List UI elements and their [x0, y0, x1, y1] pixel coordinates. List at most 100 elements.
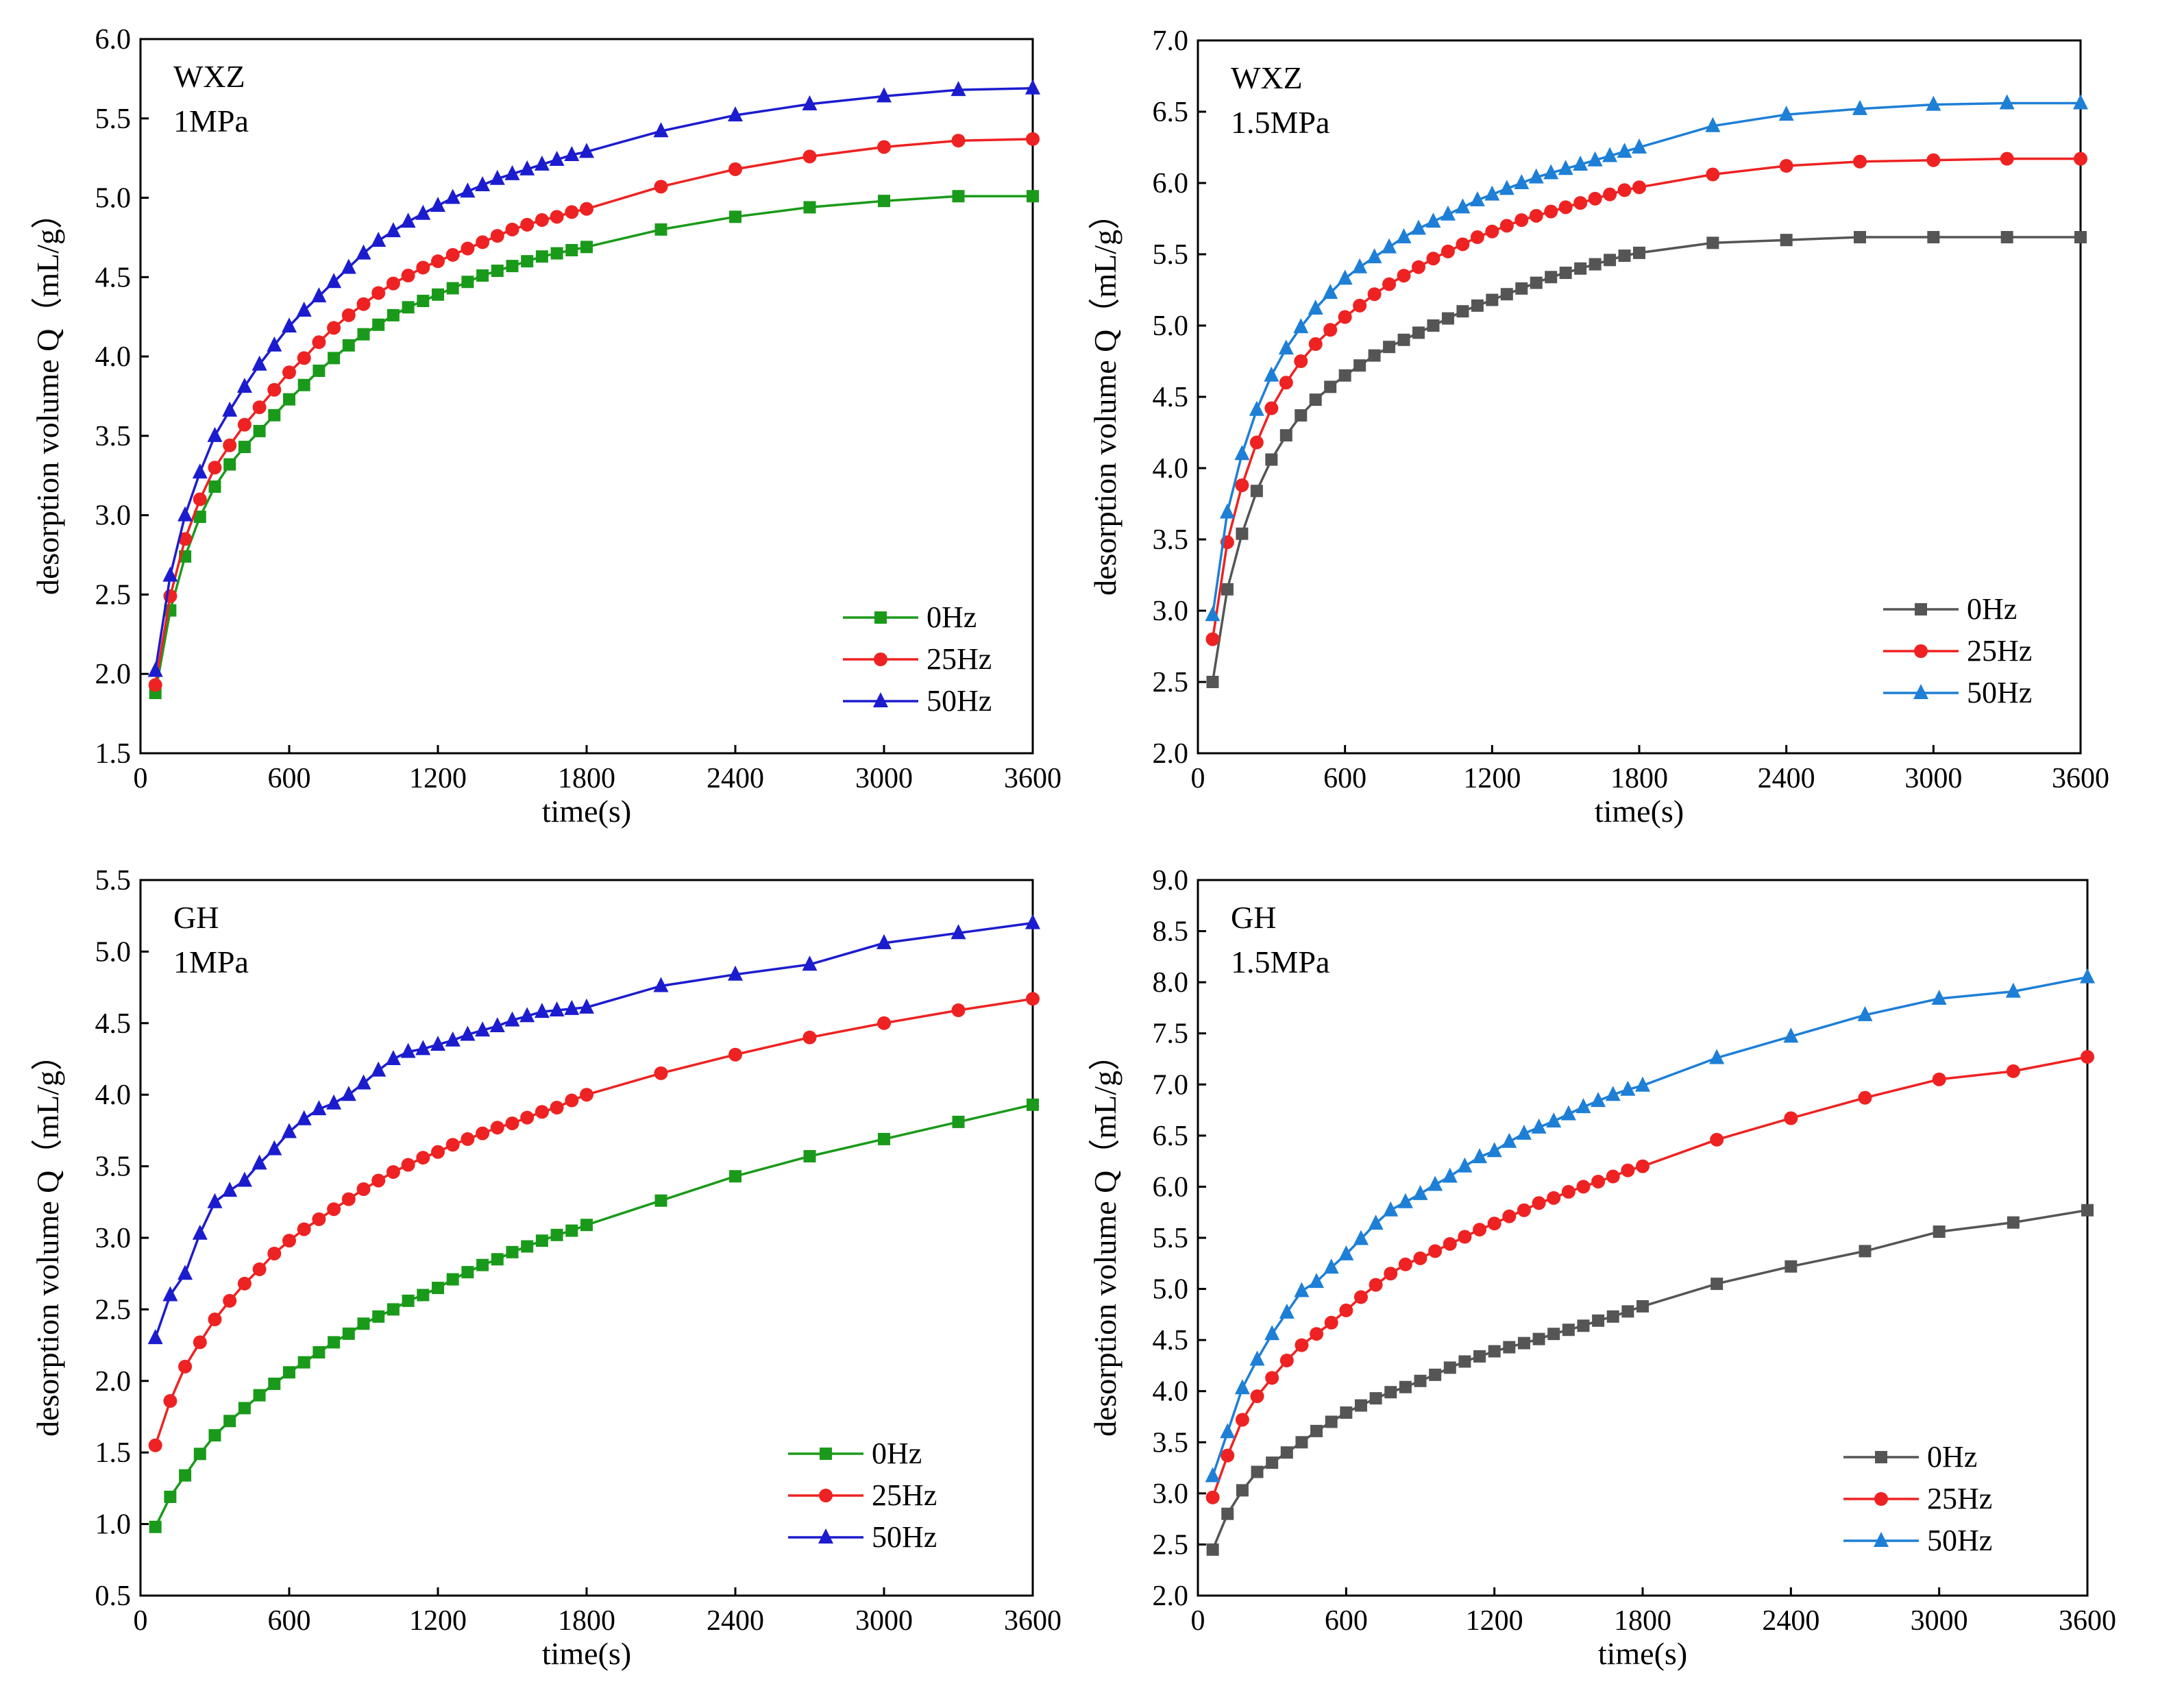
data-point	[877, 1016, 891, 1030]
data-point	[534, 1003, 550, 1018]
data-point	[1353, 298, 1367, 313]
chart-panel: 0 600 1200 1800 2400 3000 3600 1.5 2.0 2.5 3.0 3.5 4…	[30, 24, 1062, 829]
data-point	[1560, 1105, 1576, 1121]
data-point	[386, 1164, 400, 1179]
series-0Hz	[1206, 1204, 2094, 1556]
data-point	[521, 1240, 534, 1253]
data-point	[1621, 1305, 1634, 1318]
data-point	[267, 336, 282, 352]
data-point	[1025, 914, 1040, 929]
data-point	[461, 276, 474, 289]
data-point	[504, 164, 520, 180]
data-point	[1324, 1315, 1338, 1330]
y-tick-label: 2.0	[1153, 1581, 1189, 1612]
data-point	[178, 1359, 193, 1374]
y-tick-label: 3.0	[95, 500, 132, 532]
data-point	[445, 1031, 461, 1047]
data-point	[1279, 1303, 1295, 1319]
y-tick-label: 5.5	[1153, 239, 1189, 271]
data-point	[1574, 262, 1587, 275]
x-tick-label: 2400	[707, 1605, 764, 1637]
series-line	[1211, 975, 2088, 1477]
series-line	[154, 138, 1033, 685]
y-tick-label: 5.0	[95, 183, 132, 215]
data-point	[1933, 1225, 1946, 1239]
data-point	[1249, 1350, 1265, 1366]
data-point	[356, 1074, 371, 1090]
data-point	[2005, 982, 2021, 998]
data-point	[430, 1036, 445, 1051]
data-point	[1706, 167, 1720, 182]
data-point	[1485, 224, 1499, 239]
data-point	[147, 1329, 163, 1345]
legend-label: 25Hz	[872, 1478, 937, 1512]
data-point	[460, 182, 476, 198]
data-point	[952, 1115, 965, 1128]
data-point	[1382, 238, 1397, 254]
data-point	[565, 243, 578, 256]
data-point	[1295, 409, 1308, 422]
legend-label: 25Hz	[1967, 634, 2032, 668]
data-point	[446, 1273, 459, 1286]
data-point	[1618, 249, 1631, 263]
data-point	[1604, 254, 1617, 267]
data-point	[1412, 1184, 1428, 1200]
data-point	[535, 212, 549, 227]
data-point	[1235, 478, 1249, 492]
data-point	[1309, 1273, 1325, 1289]
x-tick-label: 3600	[1004, 763, 1062, 794]
data-point	[208, 1313, 222, 1327]
data-point	[208, 461, 222, 475]
x-tick-label: 0	[134, 763, 148, 794]
data-point	[564, 999, 580, 1015]
x-tick-label: 0	[1191, 1605, 1205, 1637]
legend-entry: 25Hz	[843, 642, 992, 676]
y-tick-label: 2.0	[1153, 738, 1189, 770]
x-tick-label: 3600	[1004, 1605, 1062, 1637]
data-point	[1606, 1310, 1619, 1323]
data-point	[328, 1336, 341, 1349]
y-tick-label: 6.0	[95, 24, 132, 56]
data-point	[1427, 319, 1440, 332]
data-point	[1205, 1490, 1220, 1504]
x-tick-label: 1200	[409, 1605, 467, 1637]
data-point	[371, 1173, 386, 1188]
y-tick-label: 5.5	[1153, 1223, 1189, 1254]
data-point	[1249, 400, 1264, 416]
data-point	[1530, 276, 1543, 289]
data-point	[1368, 1215, 1384, 1230]
data-point	[951, 134, 966, 148]
data-point	[519, 160, 535, 175]
data-point	[1632, 180, 1646, 195]
data-point	[328, 352, 341, 365]
data-point	[1324, 380, 1337, 393]
legend-marker	[820, 1448, 832, 1460]
y-tick-label: 4.0	[95, 341, 132, 373]
data-point	[729, 1170, 741, 1183]
y-tick-label: 5.0	[1153, 1274, 1189, 1306]
data-point	[148, 1438, 162, 1452]
data-point	[1340, 1406, 1353, 1419]
data-point	[283, 1366, 295, 1379]
data-point	[1369, 1392, 1382, 1405]
y-tick-label: 2.5	[95, 1294, 132, 1326]
data-point	[579, 998, 594, 1014]
data-point	[162, 566, 178, 582]
data-point	[1456, 305, 1469, 318]
y-tick-label: 6.5	[1153, 1121, 1189, 1152]
data-point	[208, 480, 221, 493]
data-point	[177, 1265, 193, 1280]
data-point	[402, 1294, 415, 1307]
legend-entry: 50Hz	[1843, 1524, 1992, 1557]
data-point	[268, 408, 281, 422]
data-point	[1440, 244, 1455, 258]
data-point	[1412, 326, 1425, 339]
data-point	[148, 678, 162, 692]
data-point	[372, 318, 385, 331]
data-point	[1353, 1230, 1369, 1245]
y-tick-label: 3.5	[95, 421, 132, 452]
data-point	[1266, 1456, 1279, 1469]
data-point	[476, 1258, 489, 1271]
series-50Hz	[1205, 968, 2095, 1483]
